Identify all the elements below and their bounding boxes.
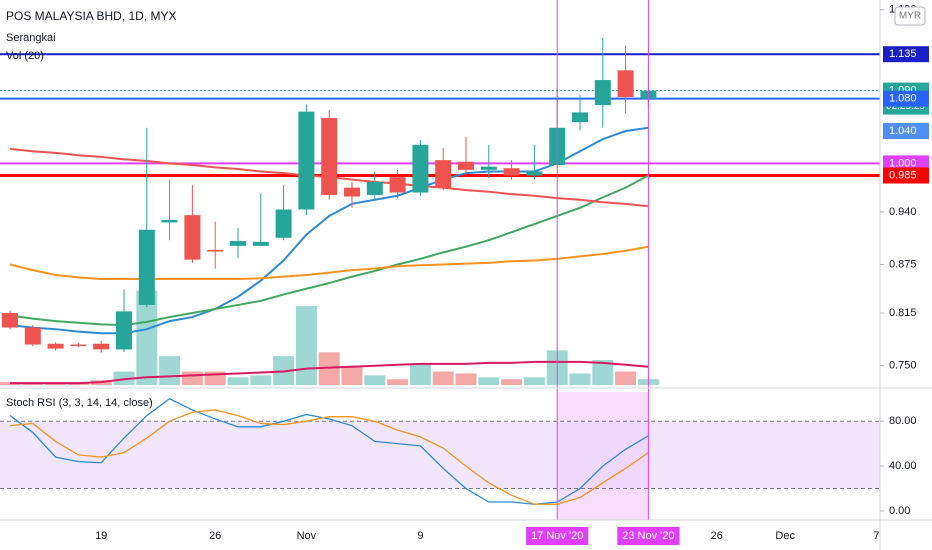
- candle-body: [47, 343, 64, 349]
- volume-bar: [341, 365, 363, 385]
- price-label: 1.000: [889, 157, 917, 169]
- candle-body: [70, 344, 87, 347]
- volume-bar: [364, 375, 386, 385]
- x-tick-label: 23 Nov '20: [622, 530, 674, 542]
- indicator-line: [9, 397, 649, 505]
- y-tick-label: 0.750: [889, 359, 917, 371]
- plot-layer: [0, 0, 880, 520]
- volume-bar: [181, 371, 203, 385]
- x-highlight-bg: [526, 527, 589, 545]
- price-label-bg: [883, 155, 929, 172]
- x-tick-label: 26: [711, 530, 723, 542]
- price-label-bg: [883, 90, 929, 107]
- indicator-label: Vol (20): [6, 50, 44, 62]
- y-tick-label: 0.00: [889, 505, 910, 517]
- candle-body: [321, 118, 338, 195]
- chart-title: POS MALAYSIA BHD, 1D, MYX: [6, 9, 177, 23]
- volume-bar: [295, 306, 317, 385]
- currency-label[interactable]: MYR: [899, 11, 921, 22]
- label-layer: POS MALAYSIA BHD, 1D, MYX Serangkai Vol …: [6, 6, 929, 545]
- price-label-bg: [883, 46, 929, 63]
- y-tick-label: 80.00: [889, 415, 917, 427]
- candle-body: [161, 220, 178, 223]
- x-highlight-bg: [617, 527, 680, 545]
- indicator-line: [9, 245, 649, 281]
- currency-badge[interactable]: [894, 6, 926, 26]
- candle-body: [480, 166, 497, 170]
- volume-bar: [569, 373, 591, 385]
- x-tick-label: 19: [95, 530, 107, 542]
- price-label: 1.135: [889, 48, 917, 60]
- candle-body: [458, 161, 474, 170]
- candle-body: [298, 111, 315, 210]
- x-tick-label: 17 Nov '20: [531, 530, 583, 542]
- x-tick-label: Nov: [297, 530, 317, 542]
- x-tick-label: 26: [209, 530, 221, 542]
- indicator-label: Serangkai: [6, 32, 56, 44]
- candle-body: [24, 327, 41, 345]
- candle-body: [252, 241, 269, 246]
- candle-body: [116, 311, 132, 350]
- volume-bar: [501, 379, 523, 385]
- candle-body: [138, 229, 155, 305]
- price-label-bg: [883, 123, 929, 140]
- indicator-line: [10, 360, 649, 385]
- candle-body: [207, 249, 224, 252]
- y-tick-label: 40.00: [889, 460, 917, 472]
- candle-body: [617, 70, 634, 98]
- volume-bar: [523, 377, 545, 385]
- countdown: 02:29:29: [886, 101, 925, 112]
- volume-bar: [615, 371, 637, 385]
- volume-bar: [455, 373, 477, 385]
- volume-bar: [250, 375, 272, 385]
- candle-body: [594, 80, 611, 106]
- candle-body: [2, 313, 18, 328]
- volume-bar: [136, 290, 158, 385]
- candle-body: [230, 241, 246, 246]
- candle-body: [435, 160, 452, 188]
- y-tick-label: 0.815: [889, 307, 917, 319]
- indicator-title: Stoch RSI (3, 3, 14, 14, close): [6, 397, 153, 409]
- x-tick-label: 9: [417, 530, 423, 542]
- volume-bar: [387, 379, 409, 385]
- y-tick-label: 0.940: [889, 206, 917, 218]
- volume-bar: [478, 377, 500, 385]
- candle-body: [572, 112, 588, 123]
- candle-body: [526, 171, 543, 176]
- price-label-bg: [883, 167, 929, 184]
- volume-bar: [159, 356, 181, 385]
- candle-body: [344, 187, 360, 197]
- candle-body: [275, 209, 292, 238]
- candle-body: [503, 168, 520, 176]
- y-tick-label: 0.875: [889, 258, 917, 270]
- price-label: 1.080: [889, 93, 917, 105]
- volume-bar: [592, 359, 614, 385]
- volume-bar: [227, 377, 249, 385]
- candle-body: [389, 177, 406, 193]
- volume-bar: [432, 371, 454, 385]
- candle-body: [366, 181, 383, 195]
- candle-body: [184, 215, 201, 260]
- indicator-line: [9, 409, 649, 505]
- price-label: 0.985: [889, 169, 917, 181]
- stoch-band: [0, 421, 880, 489]
- x-tick-label: 7: [873, 530, 879, 542]
- volume-bar: [409, 363, 431, 385]
- candle-body: [412, 144, 429, 193]
- x-tick-label: Dec: [775, 530, 795, 542]
- price-label: 1.040: [889, 125, 917, 137]
- candle-body: [93, 343, 110, 350]
